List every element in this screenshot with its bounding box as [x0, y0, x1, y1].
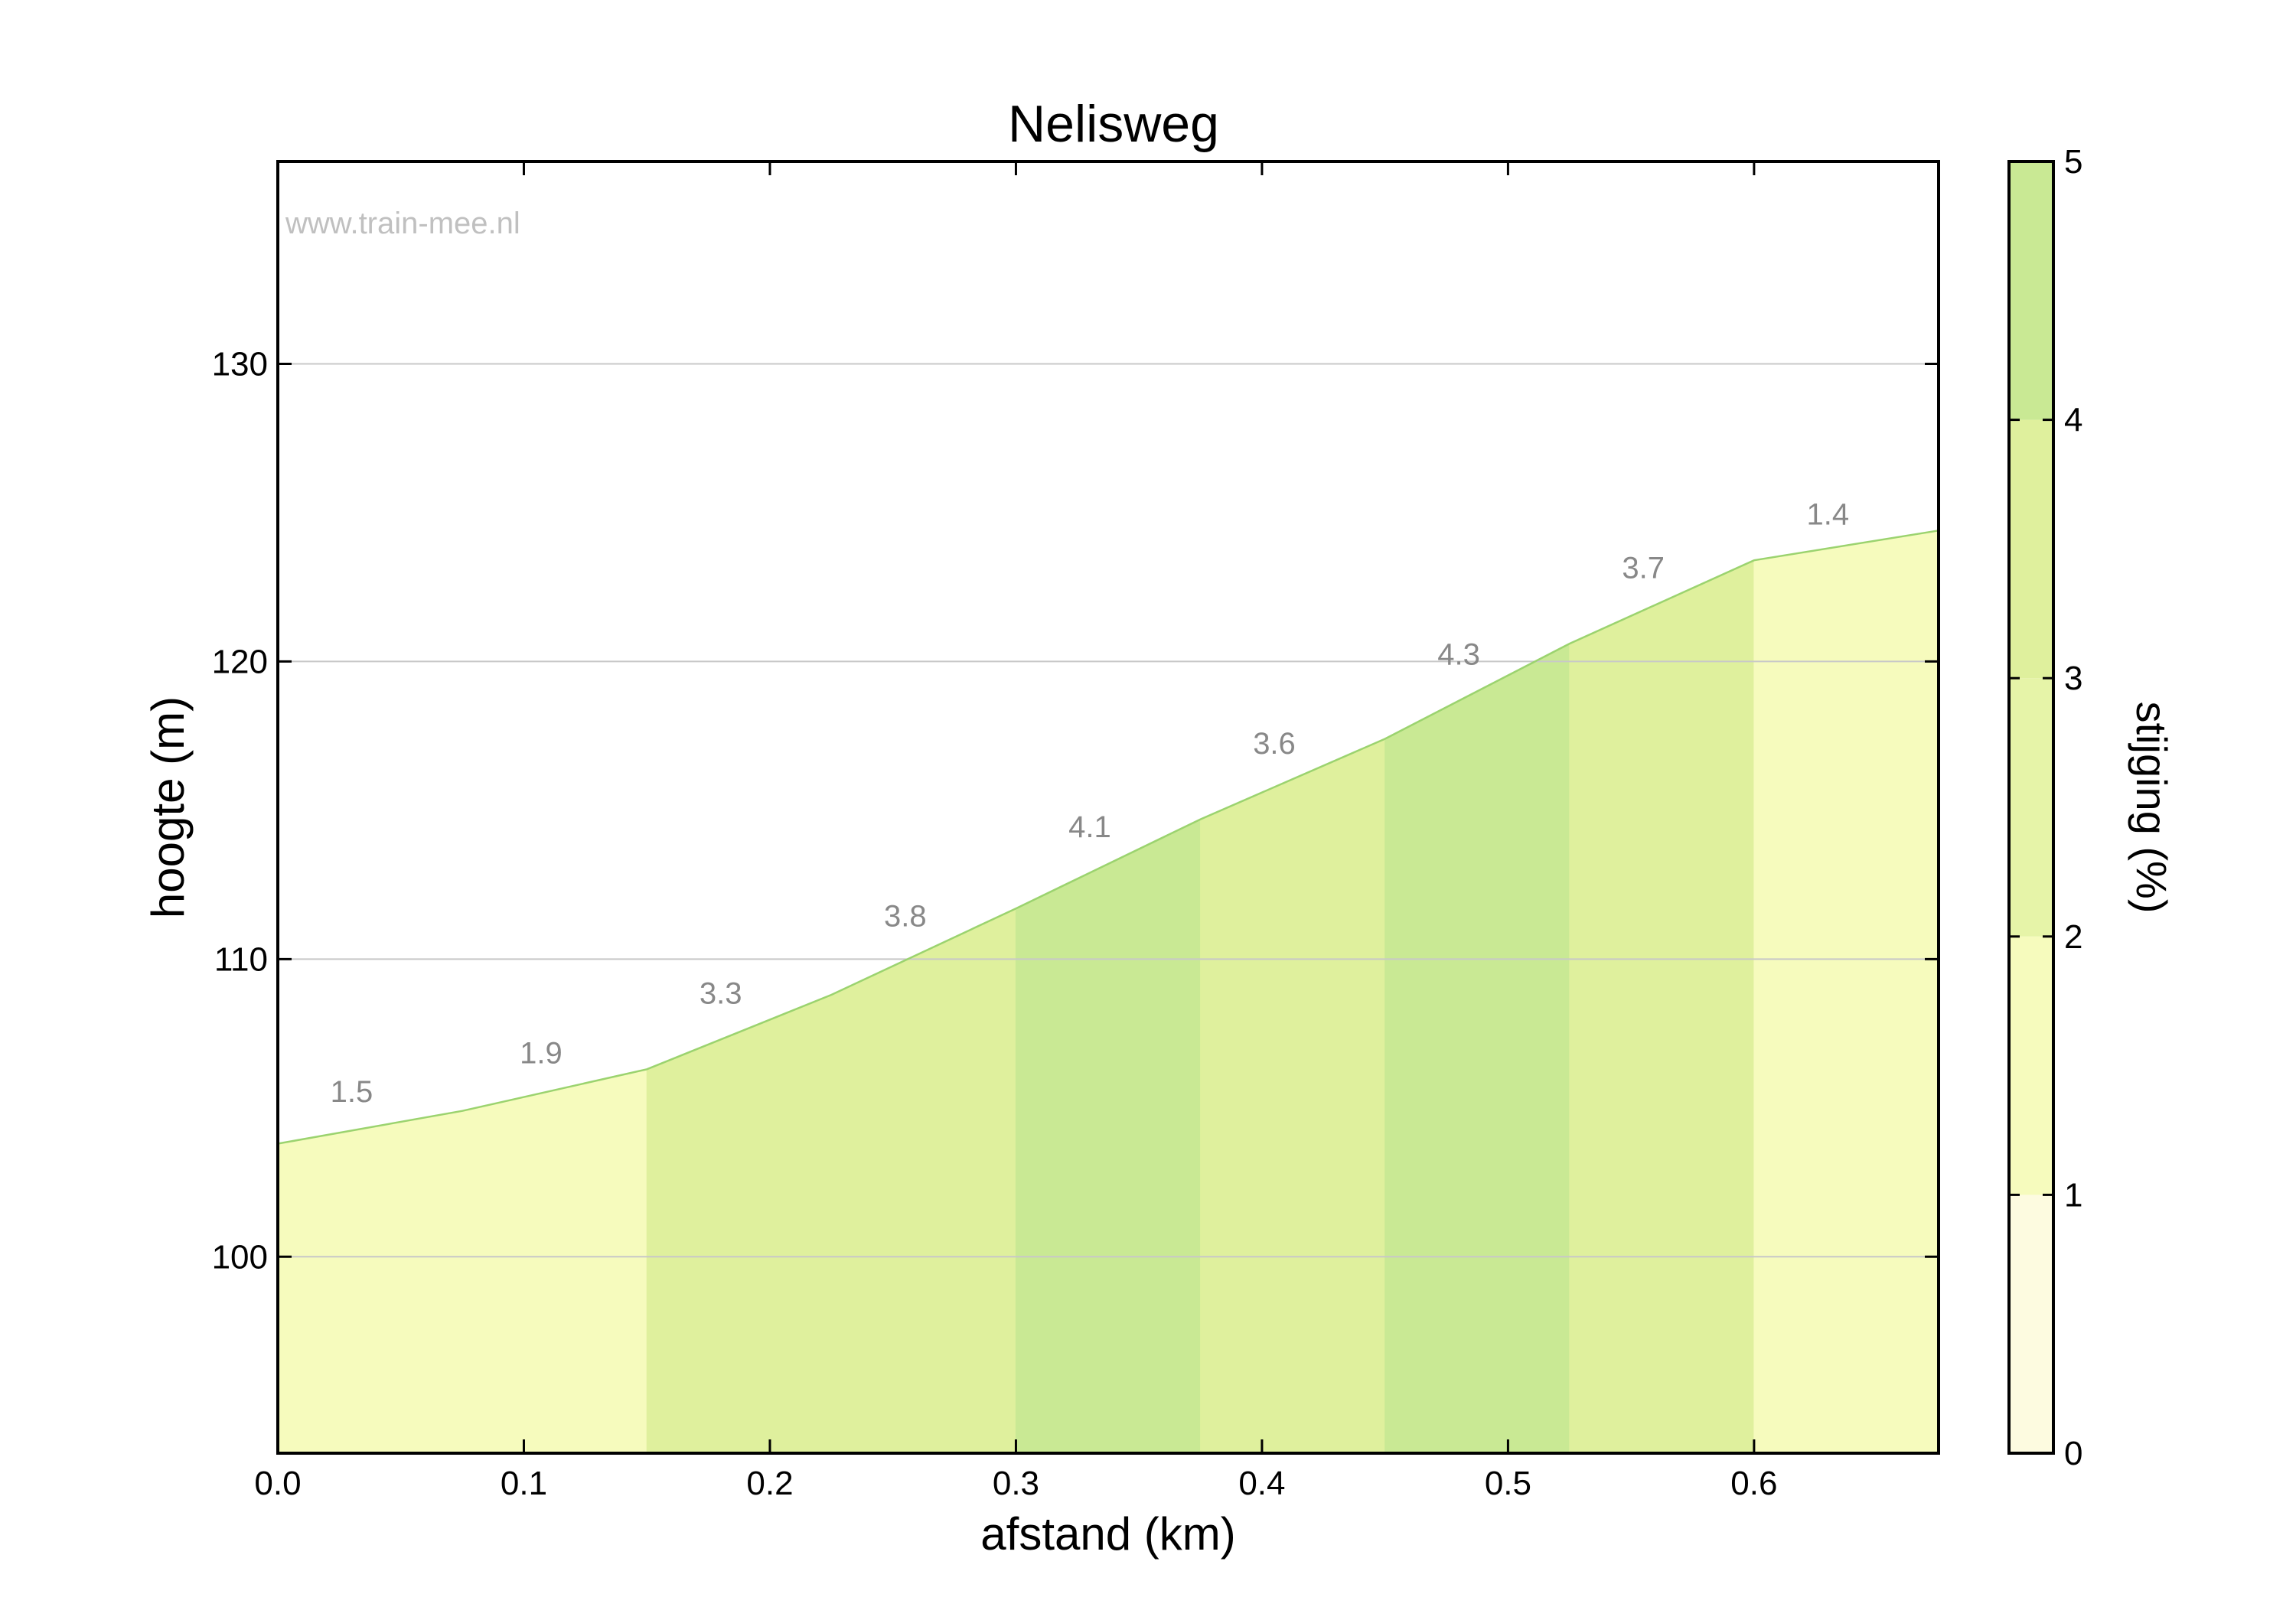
grade-label: 1.4 [1807, 498, 1850, 532]
x-axis: 0.0 0.1 0.2 0.3 0.4 0.5 0.6 [254, 161, 1777, 1502]
y-tick-label: 110 [214, 940, 268, 978]
x-tick-label: 0.6 [1730, 1465, 1777, 1502]
colorbar-band [2009, 1195, 2053, 1453]
y-axis: 100 110 120 130 [212, 345, 1939, 1276]
colorbar-tick-label: 2 [2064, 918, 2082, 956]
colorbar-band [2009, 161, 2053, 420]
x-tick-label: 0.3 [993, 1465, 1039, 1502]
grade-labels: 1.5 1.9 3.3 3.8 4.1 3.6 4.3 3.7 1.4 [331, 498, 1849, 1110]
x-tick-label: 0.0 [254, 1465, 301, 1502]
grade-label: 1.5 [331, 1075, 373, 1109]
colorbar-tick-label: 1 [2064, 1176, 2082, 1214]
colorbar-tick-label: 3 [2064, 660, 2082, 697]
colorbar-band [2009, 678, 2053, 937]
colorbar-tick-label: 5 [2064, 143, 2082, 181]
y-tick-label: 120 [212, 643, 268, 680]
grade-label: 3.8 [884, 900, 927, 934]
grade-label: 4.1 [1068, 810, 1111, 844]
chart-title: Nelisweg [1008, 95, 1219, 153]
grade-bands [277, 530, 1939, 1454]
colorbar-tick-label: 4 [2064, 402, 2082, 439]
grade-band [1753, 530, 1939, 1454]
x-tick-label: 0.1 [501, 1465, 547, 1502]
colorbar-label: stijging (%) [2128, 702, 2176, 914]
colorbar-band [2009, 419, 2053, 679]
colorbar: 0 1 2 3 4 5 [2007, 143, 2082, 1472]
grade-label: 3.6 [1253, 727, 1296, 761]
colorbar-tick-label: 0 [2064, 1435, 2082, 1472]
grade-band [1200, 738, 1386, 1454]
y-tick-label: 100 [212, 1238, 268, 1276]
plot-frame [276, 160, 1940, 1455]
grade-band [1015, 818, 1202, 1454]
x-axis-label: afstand (km) [980, 1508, 1235, 1560]
x-tick-label: 0.2 [746, 1465, 793, 1502]
grade-label: 1.9 [520, 1036, 563, 1070]
grade-label: 3.3 [700, 977, 742, 1011]
watermark-text: www.train-mee.nl [285, 207, 520, 240]
elevation-line [277, 530, 1939, 1145]
grade-label: 4.3 [1437, 637, 1480, 671]
grade-label: 3.7 [1622, 552, 1665, 585]
gridlines [278, 363, 1939, 1258]
colorbar-band [2009, 936, 2053, 1195]
y-tick-label: 130 [212, 345, 268, 383]
x-tick-label: 0.5 [1485, 1465, 1531, 1502]
grade-band [1569, 559, 1755, 1454]
y-axis-label: hoogte (m) [142, 696, 194, 918]
colorbar-frame [2007, 160, 2055, 1455]
grade-band [1384, 643, 1570, 1454]
x-tick-label: 0.4 [1238, 1465, 1285, 1502]
